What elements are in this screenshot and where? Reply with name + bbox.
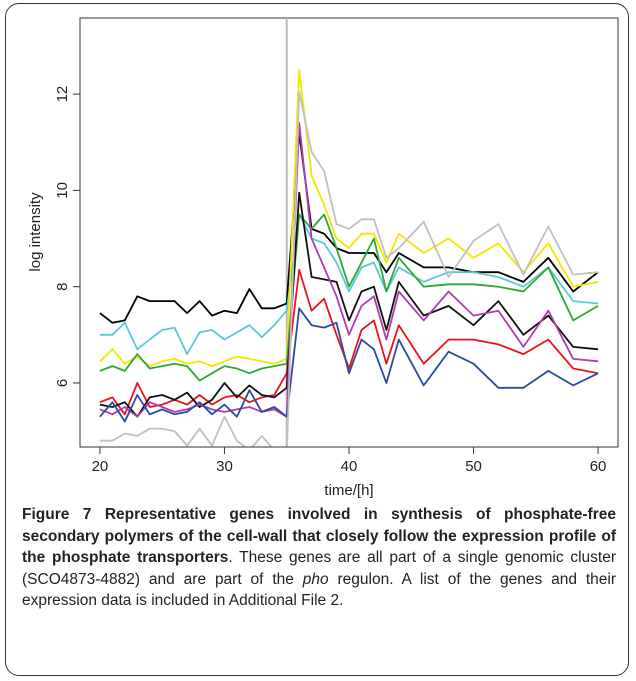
series-line <box>99 307 599 423</box>
series-line <box>99 69 599 368</box>
caption-title: Representative genes involved in synthes… <box>22 506 616 566</box>
caption-italic: pho <box>302 570 329 588</box>
x-tick-label: 60 <box>590 458 607 475</box>
caption-text: regulon. A list of the genes and their e… <box>22 570 616 610</box>
plot-box <box>79 17 619 448</box>
series-line <box>99 131 599 324</box>
y-tick-label: 10 <box>54 182 71 199</box>
series-line <box>99 191 599 418</box>
y-tick-label: 12 <box>54 86 71 103</box>
y-axis-label: log intensity <box>27 192 44 272</box>
chart: time/[h] log intensity 6 8 10 12 20 30 40 50 60 <box>27 17 619 499</box>
x-tick-label: 40 <box>341 458 358 475</box>
series-line <box>99 90 599 447</box>
series-line <box>99 213 599 382</box>
series-line <box>99 122 599 418</box>
caption-label: Figure 7 <box>22 506 92 523</box>
figure-frame <box>5 3 629 676</box>
y-tick-label: 8 <box>54 282 71 290</box>
caption-text: . These genes are all part of a single g… <box>22 549 616 588</box>
x-tick-label: 20 <box>92 458 109 475</box>
lines <box>99 18 599 447</box>
x-axis-label: time/[h] <box>324 482 373 499</box>
caption: Figure 7 Representative genes involved i… <box>22 504 616 612</box>
x-tick-label: 30 <box>216 458 233 475</box>
y-tick-label: 6 <box>54 379 71 387</box>
series-line <box>99 268 599 416</box>
x-tick-label: 50 <box>465 458 482 475</box>
